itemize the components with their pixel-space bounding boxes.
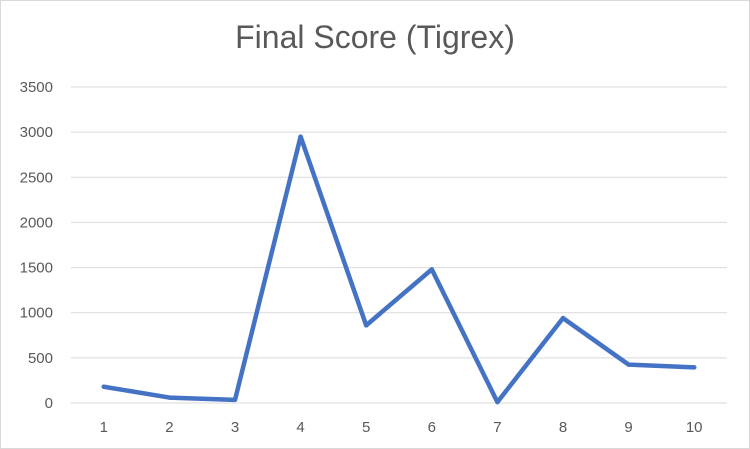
data-point [429,267,434,272]
x-tick-label: 10 [686,419,703,436]
data-point [298,134,303,139]
x-tick-label: 4 [296,419,304,436]
y-tick-label: 1000 [20,305,53,322]
y-tick-label: 2500 [20,169,53,186]
y-tick-label: 1500 [20,260,53,277]
y-tick-label: 2000 [20,214,53,231]
x-tick-label: 6 [428,419,436,436]
x-tick-label: 8 [559,419,567,436]
x-tick-label: 3 [231,419,239,436]
y-tick-label: 3000 [20,124,53,141]
data-point [101,384,107,389]
data-point [560,315,566,321]
x-tick-label: 5 [362,419,370,436]
data-point [495,399,500,405]
y-tick-label: 500 [28,350,53,367]
y-tick-label: 0 [45,395,53,412]
chart-title: Final Score (Tigrex) [235,19,515,55]
x-tick-label: 2 [165,419,173,436]
series-line [101,134,697,405]
x-tick-label: 7 [493,419,501,436]
data-point [167,395,172,400]
x-tick-label: 1 [100,419,108,436]
data-point [232,397,238,403]
data-point [364,323,369,328]
x-tick-label: 9 [624,419,632,436]
data-point [626,362,631,367]
data-point [692,365,697,370]
y-tick-label: 3500 [20,79,53,96]
